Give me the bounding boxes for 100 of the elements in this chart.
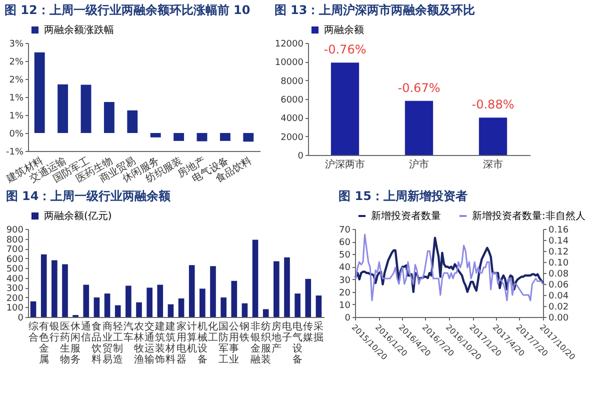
x-tick-label: 商业贸易 — [102, 320, 112, 366]
bar — [252, 240, 258, 317]
bar — [220, 133, 230, 141]
annotation: -0.88% — [472, 98, 514, 112]
bar — [220, 297, 226, 317]
bar — [316, 295, 322, 317]
y-tick-label: 100 — [6, 304, 24, 314]
y-tick-label: 700 — [6, 245, 24, 256]
x-tick-label: 机械设备 — [197, 320, 208, 366]
y2-tick-label: 0.12 — [548, 248, 569, 258]
x-tick-label: 电子 — [282, 320, 292, 344]
y-tick-label: 12000 — [274, 40, 304, 50]
bar — [242, 303, 248, 317]
legend-label: 新增投资者数量:非自然人 — [472, 210, 586, 222]
y-tick-label: 10000 — [274, 58, 304, 68]
chart-title: 图 15：上周新增投资者 — [338, 189, 468, 203]
x-tick-label: 电气设备 — [292, 320, 303, 366]
y-tick-label: 20 — [339, 288, 351, 298]
x-tick-label: 休闲服务 — [70, 322, 81, 366]
bar — [294, 294, 300, 317]
y-tick-label: 400 — [6, 274, 24, 284]
bar — [284, 257, 290, 317]
bar — [157, 284, 164, 317]
y-tick-label: 50 — [339, 250, 351, 261]
x-tick-label: 非银金融 — [249, 320, 260, 366]
bar — [126, 286, 132, 317]
y2-tick-label: 0.02 — [548, 302, 569, 312]
y-tick-label: 40 — [339, 263, 351, 274]
bar — [62, 264, 68, 317]
bar — [262, 309, 269, 317]
y-tick-label: 3% — [9, 40, 24, 50]
y-tick-label: 10 — [339, 300, 351, 311]
chart-title: 图 13：上周沪深两市两融余额及环比 — [274, 3, 476, 17]
y-tick-label: 1% — [9, 112, 24, 122]
bar — [150, 133, 161, 138]
x-tick-label: 医药生物 — [60, 322, 70, 366]
x-tick-label: 食品饮料 — [90, 320, 102, 366]
bar — [196, 133, 208, 142]
x-tick-label: 家用电器 — [176, 320, 186, 366]
y-tick-label: 2% — [9, 76, 24, 86]
x-tick-label: 农林牧渔 — [133, 322, 144, 366]
x-tick-label: 有色金属 — [38, 320, 49, 366]
y-tick-label: 60 — [339, 238, 351, 248]
y-tick-label: 4000 — [280, 114, 304, 124]
x-tick-label: 钢铁 — [238, 322, 250, 344]
bar — [200, 288, 206, 317]
bar — [330, 62, 360, 155]
y-tick-label: 600 — [6, 254, 24, 265]
y2-tick-label: 0.14 — [548, 236, 569, 246]
y-tick-label: 70 — [339, 226, 351, 236]
bar — [83, 284, 90, 317]
x-tick-label: 建筑材料 — [164, 320, 176, 366]
legend-label: 新增投资者数量 — [371, 210, 441, 222]
y-tick-label: 300 — [6, 284, 24, 294]
x-tick-label: 汽车 — [123, 320, 134, 344]
x-tick-label: 纺织服装 — [260, 320, 271, 366]
y-tick-label: 0 — [344, 314, 351, 324]
chart-title: 图 14：上周一级行业两融余额 — [6, 189, 172, 203]
x-tick-label: 综合 — [28, 320, 38, 344]
y-tick-label: 0 — [298, 152, 304, 162]
y-tick-label: 0 — [18, 314, 24, 324]
bar — [80, 84, 92, 133]
line-series — [355, 234, 544, 302]
y-tick-label: -1% — [6, 148, 24, 158]
y-tick-label: 2000 — [280, 132, 304, 143]
bar — [174, 133, 184, 141]
legend-label: 两融余额 — [324, 24, 364, 36]
x-tick-label: 银行 — [48, 322, 60, 344]
x-tick-label: 化工 — [208, 320, 218, 344]
y2-tick-label: 0.06 — [548, 280, 569, 290]
y2-tick-label: 0.04 — [548, 292, 569, 302]
y-tick-label: 1% — [9, 94, 24, 104]
annotation: -0.67% — [398, 80, 440, 95]
x-tick-label: 交通运输 — [144, 320, 155, 366]
x-tick-label: 沪深两市 — [325, 158, 365, 170]
bar — [168, 304, 174, 317]
bar — [136, 302, 142, 317]
x-tick-label: 采掘 — [314, 320, 324, 344]
line-series — [354, 236, 544, 293]
y-tick-label: 800 — [6, 235, 24, 246]
bar — [114, 305, 121, 317]
x-tick-label: 深市 — [483, 158, 503, 170]
y-tick-label: 500 — [6, 264, 24, 275]
y-tick-label: 6000 — [280, 96, 304, 106]
y2-tick-label: 0.00 — [548, 314, 569, 324]
bar — [104, 102, 114, 133]
y-tick-label: 2% — [9, 58, 24, 68]
x-tick-label: 建筑装饰 — [154, 320, 166, 366]
bar — [127, 110, 138, 133]
bar — [210, 266, 216, 317]
legend-label: 两融余额(亿元) — [44, 210, 112, 222]
y-tick-label: 30 — [339, 276, 351, 286]
y2-tick-label: 0.08 — [548, 270, 569, 280]
bar — [188, 265, 195, 317]
y-tick-label: 200 — [6, 294, 24, 304]
x-tick-label: 计算机 — [186, 320, 197, 354]
bar — [274, 261, 280, 317]
bar — [404, 100, 434, 155]
chart-title: 图 12：上周一级行业两融余额环比涨幅前 10 — [4, 3, 250, 17]
bar — [178, 298, 184, 317]
